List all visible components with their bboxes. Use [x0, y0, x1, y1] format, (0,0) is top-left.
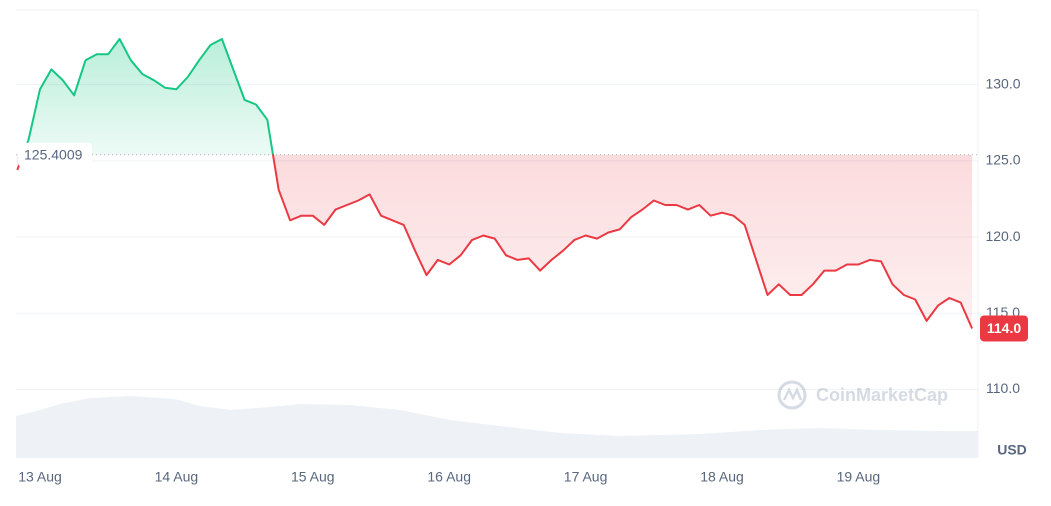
- x-tick-label: 14 Aug: [155, 469, 199, 485]
- current-price-badge: [980, 315, 1028, 342]
- area: [17, 39, 973, 329]
- watermark-logo-mark: [782, 386, 803, 401]
- watermark: CoinMarketCap: [777, 380, 948, 410]
- x-tick-label: 18 Aug: [700, 469, 744, 485]
- plot: [16, 38, 978, 390]
- y-tick-label: 125.0: [985, 152, 1020, 168]
- x-tick-label: 13 Aug: [18, 469, 62, 485]
- baseline-label-box: [18, 142, 92, 167]
- x-tick-label: 17 Aug: [564, 469, 608, 485]
- currency-label: USD: [997, 442, 1027, 458]
- watermark-logo: [777, 380, 807, 410]
- watermark-text: CoinMarketCap: [816, 385, 948, 405]
- price-line: [16, 38, 974, 329]
- y-tick-label: 130.0: [985, 75, 1020, 91]
- y-tick-label: 110.0: [986, 380, 1020, 396]
- x-tick-label: 16 Aug: [427, 469, 471, 485]
- volume-area: [16, 396, 978, 458]
- baseline-label: 125.4009: [24, 146, 83, 162]
- x-tick-label: 19 Aug: [837, 469, 881, 485]
- y-tick-label: 120.0: [985, 228, 1020, 244]
- current-price-label: 114.0: [987, 320, 1021, 336]
- x-tick-label: 15 Aug: [291, 469, 335, 485]
